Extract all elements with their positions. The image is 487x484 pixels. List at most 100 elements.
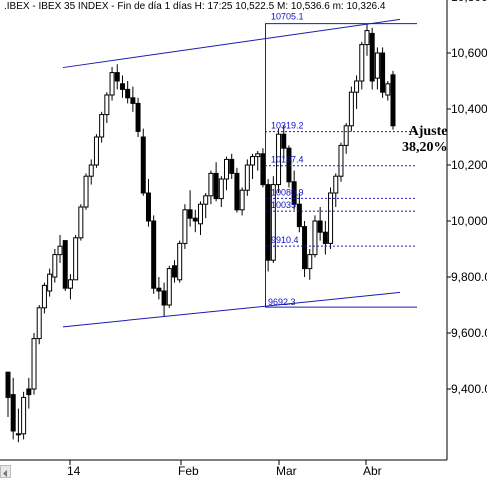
candle[interactable] (203, 193, 209, 219)
fib-low-label: 9692.3 (268, 297, 296, 307)
lower-channel-line[interactable] (62, 291, 401, 328)
candle[interactable] (354, 75, 360, 109)
candle[interactable] (166, 265, 172, 308)
candle[interactable] (374, 47, 380, 90)
candle[interactable] (348, 86, 354, 132)
upper-channel-line[interactable] (62, 18, 401, 69)
candle[interactable] (390, 70, 396, 130)
scroll-left-button[interactable] (0, 465, 11, 478)
candle[interactable] (291, 170, 297, 210)
candle[interactable] (234, 167, 240, 213)
candle[interactable] (307, 249, 313, 280)
candle[interactable] (286, 145, 292, 188)
high-value: 10,536.6 (290, 1, 330, 12)
candle[interactable] (104, 92, 110, 123)
fib-level-label: 10197.4 (271, 155, 304, 165)
separator: - (32, 1, 39, 12)
candle[interactable] (296, 193, 302, 233)
time-label: H: (194, 1, 205, 12)
candle[interactable] (250, 153, 256, 179)
time-value: 17:25 (207, 1, 233, 12)
candle[interactable] (10, 377, 16, 440)
candle[interactable] (380, 47, 386, 98)
candle[interactable] (109, 67, 115, 101)
candle[interactable] (333, 173, 339, 207)
candle[interactable] (192, 209, 198, 233)
candle[interactable] (36, 305, 42, 345)
candle[interactable] (83, 173, 89, 210)
candle[interactable] (281, 125, 287, 160)
chart-header: .IBEX - IBEX 35 INDEX - Fin de día 1 día… (4, 1, 385, 12)
annotation-line1: Ajuste (408, 124, 448, 139)
candle[interactable] (322, 221, 328, 255)
candle-body-up (166, 268, 172, 306)
candle[interactable] (99, 111, 105, 143)
candle[interactable] (260, 148, 266, 188)
candle[interactable] (62, 240, 68, 291)
candle[interactable] (198, 201, 203, 235)
candle[interactable] (156, 277, 162, 300)
candle[interactable] (67, 274, 73, 300)
candle[interactable] (125, 81, 131, 104)
fibonacci-retracement[interactable]: 10705.1 9692.3 10319.2 10197.4 10080.9 10035.… (265, 12, 417, 308)
candle[interactable] (151, 215, 157, 294)
candle-body-up (374, 52, 380, 79)
candle[interactable] (343, 123, 349, 154)
candle[interactable] (73, 235, 79, 281)
candle[interactable] (208, 170, 214, 205)
candle[interactable] (145, 179, 151, 227)
candle[interactable] (229, 153, 235, 179)
candle[interactable] (119, 75, 125, 98)
candle[interactable] (114, 64, 120, 90)
candle[interactable] (328, 187, 334, 249)
candle-body-down (171, 265, 177, 278)
candle[interactable] (130, 86, 136, 112)
candle[interactable] (270, 176, 276, 263)
candle[interactable] (5, 371, 11, 417)
candle[interactable] (57, 235, 63, 263)
candle-body-down (229, 158, 235, 174)
trend-lines[interactable] (62, 18, 401, 328)
candle-body-up (52, 254, 58, 278)
candle-body-up (177, 242, 183, 281)
candle[interactable] (244, 159, 250, 196)
y-tick-label: 9,600.0 (451, 326, 487, 340)
candle-body-down (10, 394, 16, 432)
candle[interactable] (276, 128, 282, 193)
candle-body-down (390, 74, 396, 127)
candle[interactable] (187, 190, 193, 227)
chevron-left-icon (3, 470, 7, 477)
candle[interactable] (369, 27, 375, 90)
candle[interactable] (224, 156, 230, 191)
candle[interactable] (15, 408, 21, 443)
candle-body-down (260, 153, 266, 186)
candle[interactable] (88, 159, 94, 185)
candle[interactable] (312, 215, 318, 258)
candle[interactable] (182, 204, 188, 249)
candle[interactable] (21, 391, 27, 440)
candle[interactable] (93, 134, 99, 168)
candle[interactable] (52, 249, 58, 283)
candle[interactable] (338, 142, 344, 182)
candle[interactable] (26, 377, 32, 409)
candle[interactable] (47, 268, 53, 297)
candle[interactable] (140, 128, 146, 196)
candle[interactable] (218, 176, 224, 207)
candle[interactable] (302, 221, 308, 277)
candle[interactable] (31, 333, 37, 395)
candle[interactable] (239, 187, 245, 216)
candle[interactable] (135, 97, 141, 137)
candle[interactable] (213, 162, 219, 202)
candle[interactable] (171, 260, 177, 283)
candle[interactable] (255, 151, 261, 171)
candle[interactable] (41, 282, 47, 314)
candle[interactable] (78, 204, 84, 241)
candle[interactable] (265, 179, 271, 272)
candle[interactable] (161, 282, 167, 317)
candle[interactable] (364, 23, 370, 56)
candle[interactable] (385, 81, 391, 101)
candle[interactable] (317, 207, 323, 241)
candle[interactable] (359, 41, 365, 90)
candle[interactable] (177, 240, 183, 283)
